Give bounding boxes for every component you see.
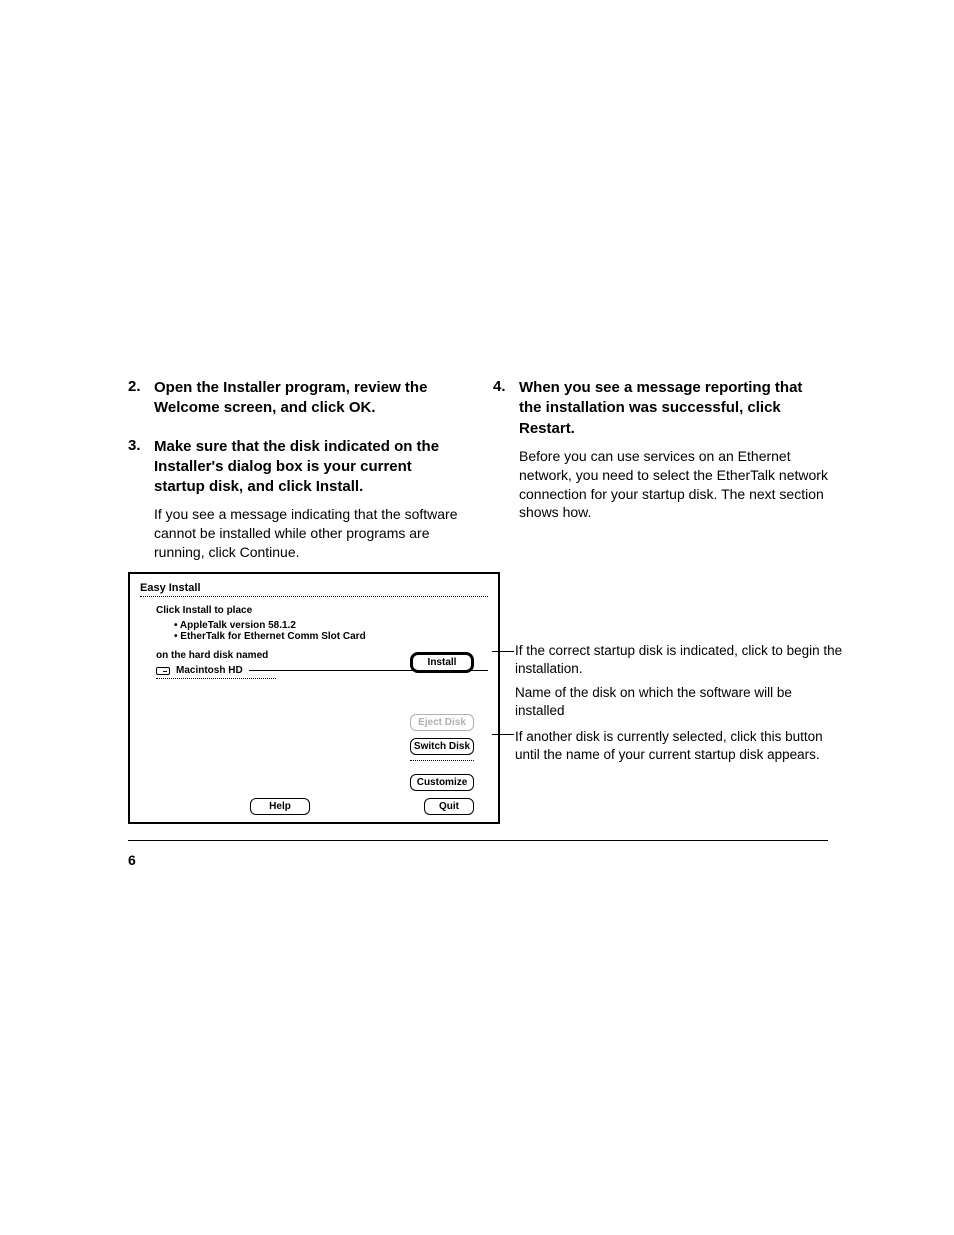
installer-dialog: Easy Install Click Install to place Appl…	[128, 572, 500, 824]
step-2: 2. Open the Installer program, review th…	[128, 378, 463, 419]
customize-button[interactable]: Customize	[410, 774, 474, 791]
step-4: 4. When you see a message reporting that…	[493, 378, 828, 522]
install-item: AppleTalk version 58.1.2	[174, 620, 488, 631]
right-column: 4. When you see a message reporting that…	[493, 378, 828, 580]
step-title: Make sure that the disk indicated on the…	[154, 437, 463, 498]
step-number: 4.	[493, 378, 519, 395]
callout-install: If the correct startup disk is indicated…	[515, 642, 845, 677]
disk-icon	[156, 667, 170, 675]
quit-button[interactable]: Quit	[424, 798, 474, 815]
step-number: 3.	[128, 437, 154, 454]
callout-disk-name: Name of the disk on which the software w…	[515, 684, 845, 719]
step-3: 3. Make sure that the disk indicated on …	[128, 437, 463, 562]
step-body: Before you can use services on an Ethern…	[519, 447, 828, 523]
step-title: Open the Installer program, review the W…	[154, 378, 463, 419]
dialog-instruction: Click Install to place	[156, 605, 488, 616]
step-number: 2.	[128, 378, 154, 395]
install-button[interactable]: Install	[410, 652, 474, 673]
callout-switch-disk: If another disk is currently selected, c…	[515, 728, 845, 763]
switch-disk-button[interactable]: Switch Disk	[410, 738, 474, 755]
disk-name: Macintosh HD	[176, 665, 243, 676]
footer-rule	[128, 840, 828, 841]
eject-disk-button: Eject Disk	[410, 714, 474, 731]
install-item: EtherTalk for Ethernet Comm Slot Card	[174, 631, 488, 642]
divider	[156, 678, 276, 679]
content-columns: 2. Open the Installer program, review th…	[128, 378, 828, 580]
help-button[interactable]: Help	[250, 798, 310, 815]
divider	[410, 760, 474, 761]
left-column: 2. Open the Installer program, review th…	[128, 378, 463, 580]
step-title: When you see a message reporting that th…	[519, 378, 828, 439]
divider	[140, 596, 488, 597]
install-items: AppleTalk version 58.1.2 EtherTalk for E…	[174, 620, 488, 642]
page: 2. Open the Installer program, review th…	[0, 0, 954, 1235]
leader-line	[492, 651, 514, 652]
dialog-title: Easy Install	[140, 582, 488, 594]
page-number: 6	[128, 852, 136, 868]
leader-line	[492, 734, 514, 735]
step-body: If you see a message indicating that the…	[154, 505, 463, 562]
